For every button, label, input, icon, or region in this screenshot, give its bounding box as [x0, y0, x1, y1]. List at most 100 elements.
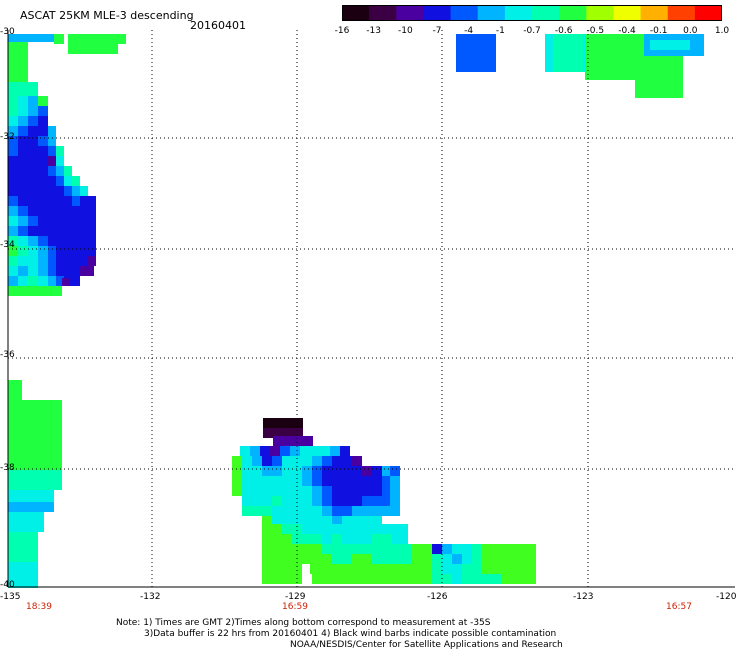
wind-cell	[262, 456, 272, 466]
wind-cell	[312, 486, 322, 496]
wind-cell	[48, 126, 56, 136]
wind-cell	[232, 466, 242, 476]
wind-cell	[48, 206, 56, 216]
wind-cell	[38, 196, 48, 206]
note-line-1: Note: 1) Times are GMT 2)Times along bot…	[116, 618, 491, 628]
wind-cell	[292, 564, 302, 574]
wind-cell	[302, 456, 312, 466]
wind-cell	[8, 470, 62, 490]
lat-label: -30	[0, 27, 15, 37]
wind-cell	[310, 564, 320, 574]
wind-cell	[38, 146, 48, 156]
wind-cell	[412, 554, 432, 564]
wind-cell	[18, 236, 28, 246]
wind-cell	[390, 506, 400, 516]
wind-cell	[56, 166, 64, 176]
wind-cell	[38, 276, 48, 286]
wind-cell	[382, 534, 392, 544]
wind-cell	[252, 496, 262, 506]
wind-cell	[88, 266, 94, 276]
wind-cell	[28, 136, 38, 146]
wind-cell	[382, 496, 392, 506]
wind-cell	[68, 44, 118, 54]
wind-cell	[412, 544, 432, 554]
wind-cell	[282, 466, 292, 476]
wind-cell	[8, 400, 62, 470]
colorbar-label: 0.0	[683, 26, 698, 36]
wind-cell	[352, 496, 362, 506]
wind-cell	[292, 524, 302, 534]
wind-cell	[48, 186, 56, 196]
wind-cell	[56, 266, 64, 276]
wind-cell	[332, 456, 342, 466]
wind-cell	[462, 574, 472, 584]
wind-cell	[88, 226, 96, 236]
wind-cell	[38, 226, 48, 236]
wind-cell	[332, 466, 342, 476]
wind-cell	[88, 206, 96, 216]
wind-cell	[372, 476, 382, 486]
wind-cell	[262, 486, 272, 496]
wind-cell	[282, 476, 292, 486]
wind-cell	[64, 196, 72, 206]
wind-cell	[56, 276, 64, 286]
wind-cell	[300, 446, 310, 456]
wind-cell	[392, 544, 402, 554]
wind-cell	[312, 574, 432, 584]
wind-cell	[312, 554, 322, 564]
wind-cell	[352, 476, 362, 486]
wind-cell	[340, 446, 350, 456]
wind-cell	[322, 506, 332, 516]
wind-cell	[372, 486, 382, 496]
wind-cell	[585, 34, 635, 80]
wind-cell	[8, 216, 18, 226]
wind-cell	[290, 446, 300, 456]
wind-cell	[18, 216, 28, 226]
wind-cell	[18, 146, 28, 156]
wind-cell	[272, 496, 282, 506]
wind-cell	[80, 256, 88, 266]
wind-cell	[64, 216, 72, 226]
wind-cell	[462, 554, 472, 564]
wind-cell	[352, 456, 362, 466]
wind-cell	[28, 206, 38, 216]
wind-cell	[18, 206, 28, 216]
wind-cell	[8, 226, 18, 236]
wind-cell	[302, 524, 312, 534]
colorbar-label: -0.7	[523, 26, 541, 36]
colorbar-swatch	[586, 5, 615, 21]
wind-cell	[312, 496, 322, 506]
wind-cell	[342, 486, 352, 496]
wind-cell	[8, 236, 18, 246]
wind-cell	[80, 196, 88, 206]
lat-label: -38	[0, 463, 15, 473]
wind-cell	[72, 196, 80, 206]
wind-cell	[28, 156, 38, 166]
wind-cell	[382, 476, 392, 486]
wind-cell	[362, 524, 372, 534]
colorbar-swatch	[342, 5, 370, 21]
wind-cell	[8, 196, 18, 206]
wind-cell	[18, 256, 28, 266]
wind-cell	[362, 486, 372, 496]
wind-cell	[302, 544, 312, 554]
wind-cell	[362, 476, 372, 486]
wind-cell	[272, 534, 282, 544]
wind-cell	[72, 276, 80, 286]
wind-cell	[332, 534, 342, 544]
wind-cell	[352, 544, 362, 554]
wind-cell	[272, 466, 282, 476]
wind-cell	[28, 276, 38, 286]
wind-cell	[292, 476, 302, 486]
wind-cell	[332, 506, 342, 516]
wind-cell	[260, 446, 270, 456]
wind-cell	[262, 564, 272, 574]
wind-cell	[64, 236, 72, 246]
wind-cell	[18, 116, 28, 126]
wind-cell	[442, 574, 452, 584]
wind-cell	[322, 554, 332, 564]
wind-cell	[320, 564, 330, 574]
wind-cell	[292, 516, 302, 526]
wind-cell	[232, 486, 242, 496]
wind-cell	[382, 524, 392, 534]
